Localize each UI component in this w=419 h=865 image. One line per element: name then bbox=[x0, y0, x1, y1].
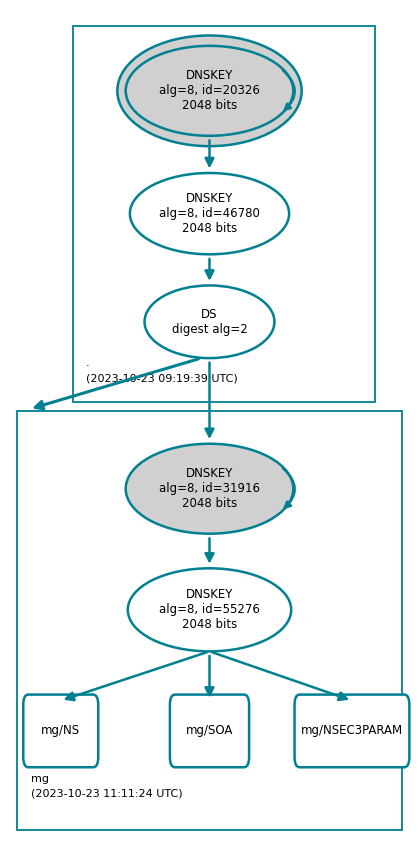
Text: DNSKEY
alg=8, id=46780
2048 bits: DNSKEY alg=8, id=46780 2048 bits bbox=[159, 192, 260, 235]
FancyBboxPatch shape bbox=[170, 695, 249, 767]
Text: (2023-10-23 09:19:39 UTC): (2023-10-23 09:19:39 UTC) bbox=[86, 373, 238, 383]
FancyArrowPatch shape bbox=[283, 468, 295, 508]
Text: mg: mg bbox=[31, 773, 49, 784]
Text: .: . bbox=[86, 358, 90, 368]
Text: mg/SOA: mg/SOA bbox=[186, 724, 233, 738]
FancyBboxPatch shape bbox=[17, 411, 402, 830]
Ellipse shape bbox=[117, 35, 302, 146]
Text: mg/NSEC3PARAM: mg/NSEC3PARAM bbox=[301, 724, 403, 738]
Text: DNSKEY
alg=8, id=31916
2048 bits: DNSKEY alg=8, id=31916 2048 bits bbox=[159, 467, 260, 510]
FancyBboxPatch shape bbox=[23, 695, 98, 767]
Ellipse shape bbox=[126, 46, 293, 136]
FancyArrowPatch shape bbox=[283, 70, 295, 110]
Text: DS
digest alg=2: DS digest alg=2 bbox=[172, 308, 247, 336]
Text: DNSKEY
alg=8, id=55276
2048 bits: DNSKEY alg=8, id=55276 2048 bits bbox=[159, 588, 260, 631]
Ellipse shape bbox=[130, 173, 289, 254]
Text: mg/NS: mg/NS bbox=[41, 724, 80, 738]
Ellipse shape bbox=[145, 285, 274, 358]
FancyBboxPatch shape bbox=[73, 26, 375, 402]
FancyBboxPatch shape bbox=[295, 695, 409, 767]
Text: (2023-10-23 11:11:24 UTC): (2023-10-23 11:11:24 UTC) bbox=[31, 788, 183, 798]
Ellipse shape bbox=[128, 568, 291, 651]
Text: DNSKEY
alg=8, id=20326
2048 bits: DNSKEY alg=8, id=20326 2048 bits bbox=[159, 69, 260, 112]
Ellipse shape bbox=[126, 444, 293, 534]
